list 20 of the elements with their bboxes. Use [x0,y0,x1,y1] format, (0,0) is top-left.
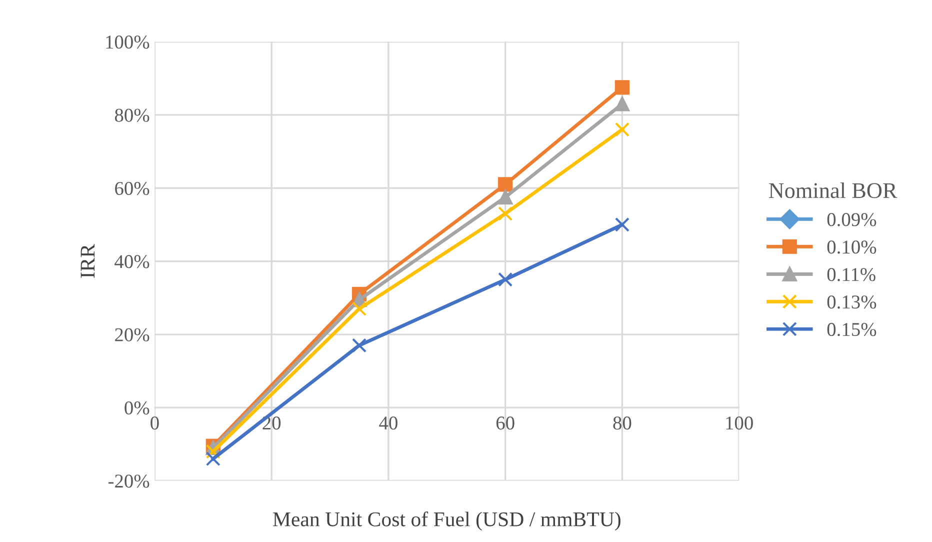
x-tick-label: 40 [379,416,398,430]
legend-label: 0.15% [827,322,876,336]
x-tick-label: 0 [150,416,159,430]
x-axis-title: Mean Unit Cost of Fuel (USD / mmBTU) [273,511,620,531]
y-tick-label: -20% [108,474,150,488]
x-tick-label: 80 [613,416,632,430]
legend-label: 0.11% [827,268,876,282]
y-tick-label: 40% [114,255,150,268]
x-tick-label: 100 [726,416,753,430]
x-tick-label: 60 [496,416,514,430]
legend-label: 0.13% [827,295,876,309]
legend-label: 0.09% [827,213,876,226]
y-tick-label: 20% [115,328,150,342]
y-tick-label: 0% [124,401,150,415]
y-axis-title: IRR [80,244,94,278]
y-tick-label: 60% [115,182,150,196]
legend-title: Nominal BOR [768,182,898,198]
y-tick-label: 100% [106,36,150,49]
y-tick-label: 80% [114,108,150,122]
legend-label: 0.10% [827,240,876,254]
